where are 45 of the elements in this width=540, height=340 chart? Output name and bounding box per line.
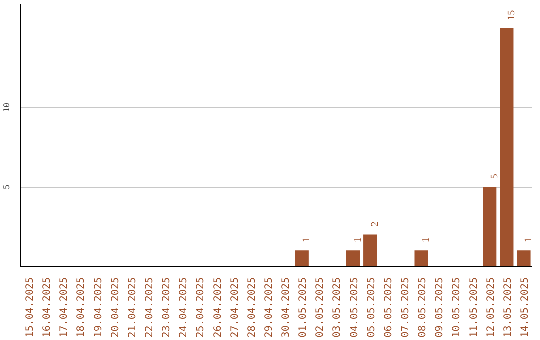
x-tick-label: 16.04.2025	[42, 277, 54, 338]
x-tick-label: 15.04.2025	[25, 277, 36, 338]
x-tick-label: 26.04.2025	[212, 277, 224, 338]
x-tick-label: 04.05.2025	[349, 277, 360, 338]
data-label: 1	[523, 238, 534, 243]
x-tick-label: 06.05.2025	[383, 277, 394, 338]
x-tick-label: 14.05.2025	[520, 277, 531, 338]
bar	[295, 250, 309, 266]
data-label: 1	[352, 238, 364, 243]
x-tick-label: 12.05.2025	[486, 277, 497, 338]
x-tick-label: 03.05.2025	[332, 277, 344, 338]
x-tick-label: 18.04.2025	[76, 277, 88, 338]
x-tick-label: 25.04.2025	[196, 277, 207, 338]
x-tick-label: 07.05.2025	[400, 277, 412, 338]
x-tick-label: 02.05.2025	[315, 277, 326, 338]
x-tick-label: 08.05.2025	[418, 277, 429, 338]
x-tick-label: 27.04.2025	[230, 277, 241, 338]
x-tick-label: 19.04.2025	[93, 277, 104, 338]
bar	[483, 187, 497, 266]
data-label: 2	[370, 222, 381, 227]
x-tick-label: 22.04.2025	[144, 277, 156, 338]
bar	[517, 250, 531, 266]
x-tick-label: 09.05.2025	[434, 277, 446, 338]
bar	[364, 234, 378, 266]
x-tick-label: 05.05.2025	[366, 277, 378, 338]
data-label: 1	[421, 238, 432, 243]
x-tick-label: 28.04.2025	[246, 277, 258, 338]
x-tick-label: 30.04.2025	[281, 277, 292, 338]
data-label: 15	[506, 10, 518, 20]
x-tick-label: 20.04.2025	[110, 277, 122, 338]
data-label: 5	[489, 174, 500, 180]
x-tick-label: 13.05.2025	[502, 277, 514, 338]
y-tick-label: 10	[2, 102, 12, 113]
x-tick-label: 11.05.2025	[468, 277, 480, 338]
x-tick-label: 21.04.2025	[127, 277, 138, 338]
x-tick-label: 24.04.2025	[178, 277, 190, 338]
bar	[500, 28, 514, 266]
x-tick-label: 29.04.2025	[264, 277, 275, 338]
data-label: 1	[302, 238, 313, 243]
x-tick-label: 01.05.2025	[298, 277, 310, 338]
bar	[346, 250, 360, 266]
x-tick-label: 10.05.2025	[452, 277, 463, 338]
bar	[414, 250, 428, 266]
x-tick-label: 17.04.2025	[59, 277, 70, 338]
x-tick-label: 23.04.2025	[162, 277, 173, 338]
